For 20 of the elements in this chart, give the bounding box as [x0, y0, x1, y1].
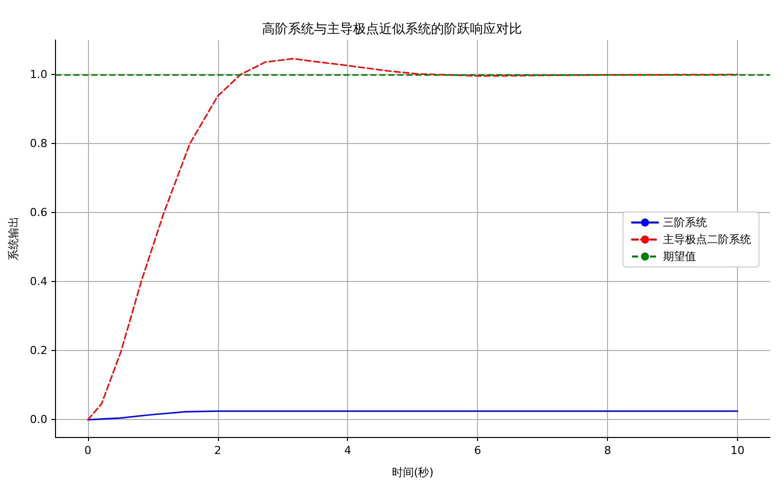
legend-label: 三阶系统 — [663, 216, 707, 229]
y-tick-label: 0.2 — [30, 344, 48, 358]
y-tick-label: 1.0 — [30, 68, 48, 82]
legend-label: 期望值 — [663, 250, 696, 263]
y-tick-label: 0.0 — [30, 413, 48, 426]
legend-label: 主导极点二阶系统 — [663, 233, 751, 246]
y-tick-label: 0.8 — [30, 137, 48, 150]
x-tick-label: 4 — [344, 444, 352, 457]
chart-title: 高阶系统与主导极点近似系统的阶跃响应对比 — [262, 21, 522, 37]
line-series — [87, 58, 738, 420]
x-tick-label: 6 — [474, 444, 482, 457]
x-tick-label: 8 — [604, 444, 612, 457]
x-tick-label: 10 — [730, 444, 745, 457]
line-series — [87, 410, 738, 420]
y-tick-label: 0.6 — [30, 206, 48, 220]
y-axis-title: 系统输出 — [7, 216, 20, 260]
x-tick-label: 2 — [214, 444, 222, 457]
y-tick-label: 0.4 — [30, 275, 48, 288]
x-axis-title: 时间(秒) — [392, 466, 434, 479]
x-tick-label: 0 — [84, 444, 92, 457]
